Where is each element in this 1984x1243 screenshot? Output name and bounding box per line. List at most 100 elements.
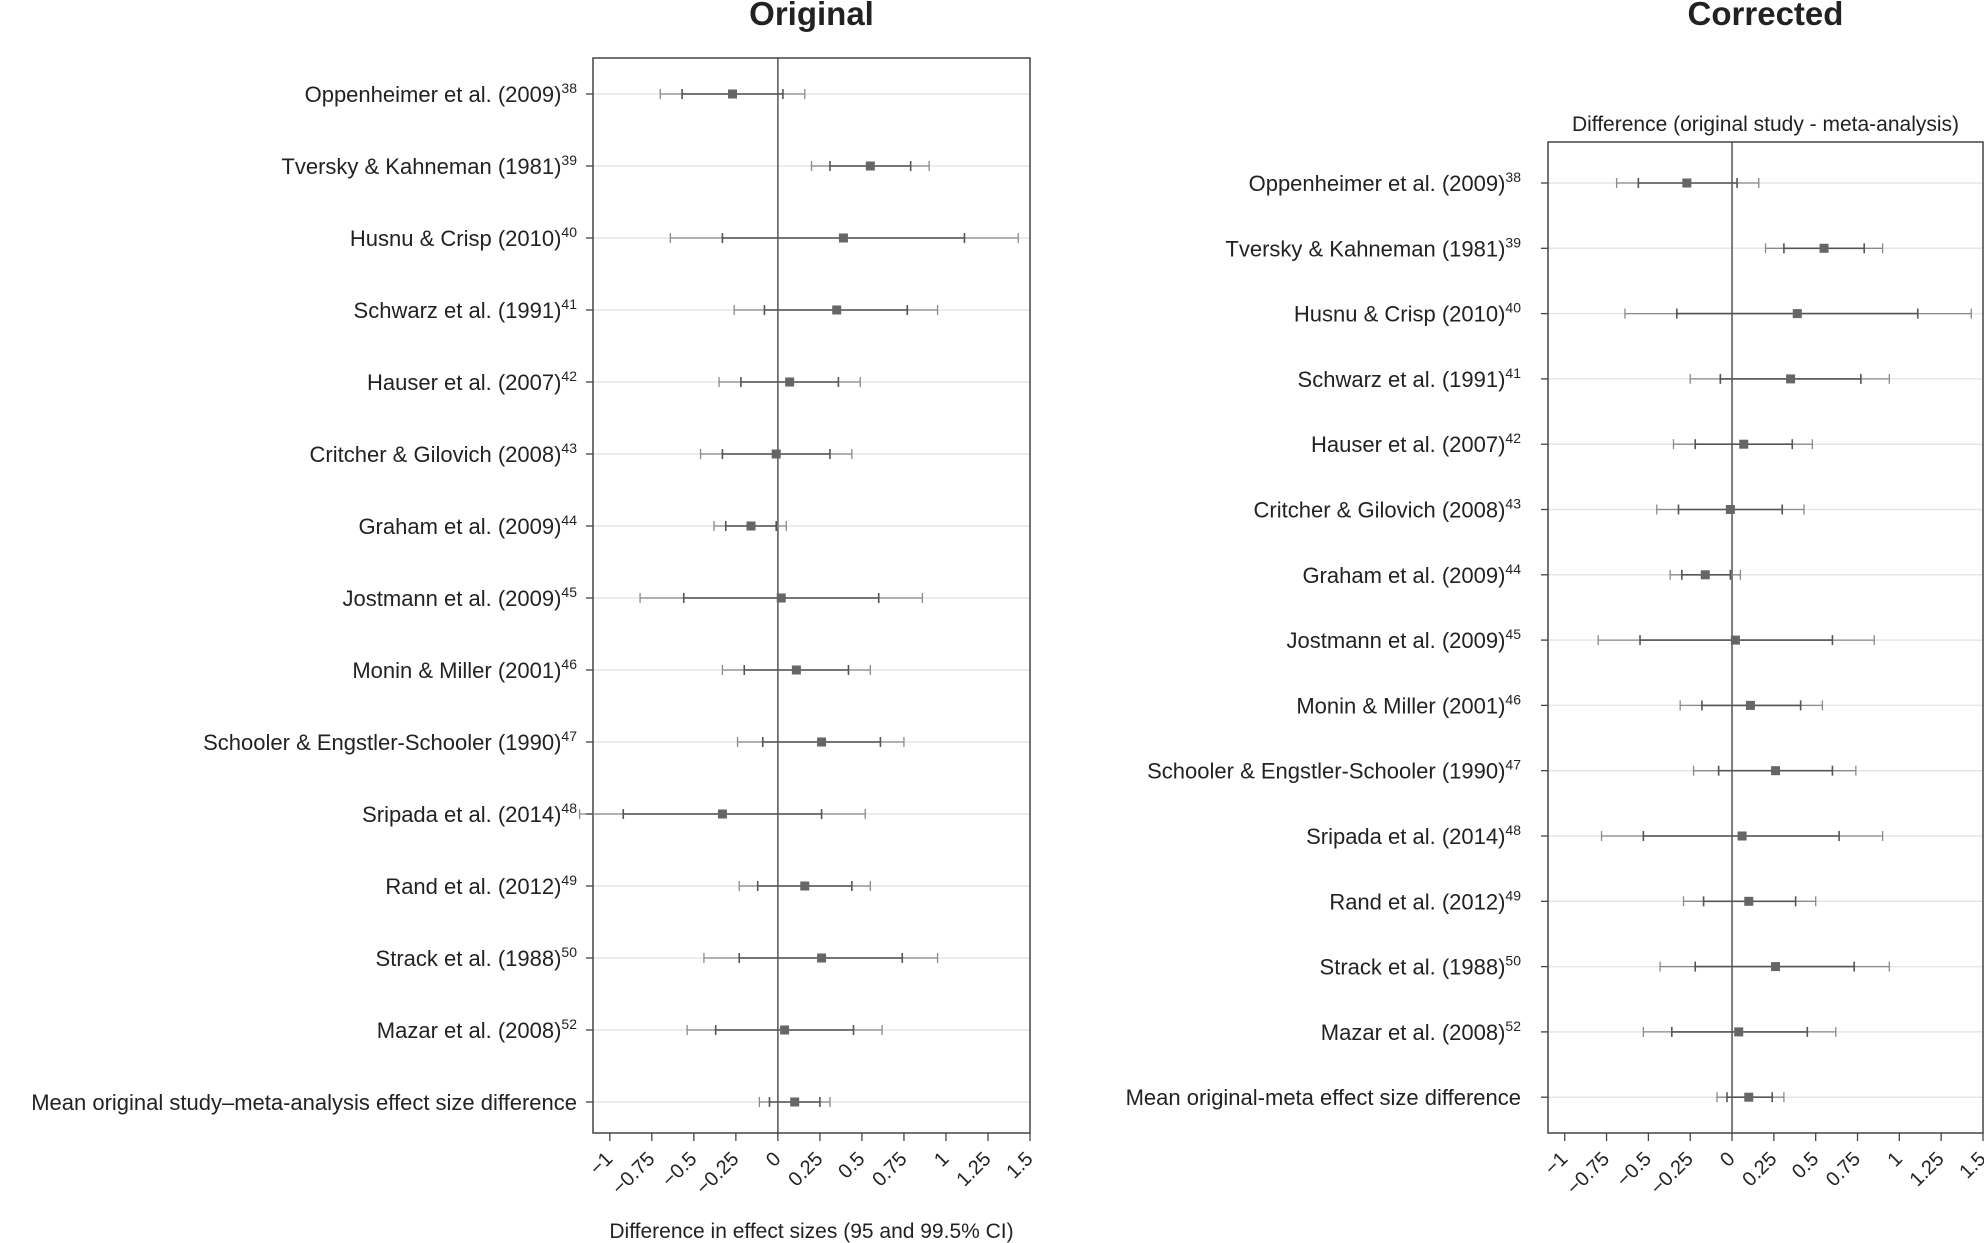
study-row: Schooler & Engstler-Schooler (1990)47 bbox=[1147, 757, 1857, 784]
point-estimate bbox=[1737, 831, 1747, 841]
point-estimate bbox=[865, 161, 875, 171]
study-row: Schooler & Engstler-Schooler (1990)47 bbox=[203, 728, 905, 755]
point-estimate bbox=[780, 1025, 790, 1035]
x-tick-label: 0.5 bbox=[834, 1148, 869, 1183]
study-label: Husnu & Crisp (2010)40 bbox=[1294, 300, 1521, 327]
point-estimate bbox=[832, 305, 842, 315]
study-label: Sripada et al. (2014)48 bbox=[1306, 822, 1521, 849]
point-estimate bbox=[771, 449, 781, 459]
study-row: Jostmann et al. (2009)45 bbox=[343, 584, 924, 611]
study-row: Oppenheimer et al. (2009)38 bbox=[305, 80, 806, 107]
study-label: Strack et al. (1988)50 bbox=[1320, 953, 1522, 980]
point-estimate bbox=[746, 521, 756, 531]
study-row: Husnu & Crisp (2010)40 bbox=[350, 224, 1019, 251]
study-label: Strack et al. (1988)50 bbox=[376, 944, 578, 971]
panel-original: Original Oppenheimer et al. (2009)38 Tvers… bbox=[31, 0, 1037, 1243]
study-row: Tversky & Kahneman (1981)39 bbox=[281, 152, 930, 179]
plot-frame bbox=[592, 57, 1031, 1134]
study-label: Monin & Miller (2001)46 bbox=[352, 656, 577, 683]
study-label: Schooler & Engstler-Schooler (1990)47 bbox=[203, 728, 577, 755]
study-row: Tversky & Kahneman (1981)39 bbox=[1225, 234, 1884, 261]
study-label: Jostmann et al. (2009)45 bbox=[1287, 626, 1522, 653]
study-label: Husnu & Crisp (2010)40 bbox=[350, 224, 577, 251]
study-label: Schwarz et al. (1991)41 bbox=[1298, 365, 1522, 392]
point-estimate bbox=[1730, 635, 1740, 645]
x-tick-label: 0.5 bbox=[1788, 1148, 1823, 1183]
x-tick-label: −0.75 bbox=[608, 1148, 659, 1199]
study-label: Mean original-meta effect size differenc… bbox=[1126, 1085, 1521, 1110]
x-tick-label: 0 bbox=[1716, 1148, 1739, 1171]
study-row: Graham et al. (2009)44 bbox=[358, 512, 787, 539]
point-estimate bbox=[1745, 700, 1755, 710]
study-label: Critcher & Gilovich (2008)43 bbox=[1254, 496, 1522, 523]
study-row: Hauser et al. (2007)42 bbox=[1311, 430, 1813, 457]
study-row: Schwarz et al. (1991)41 bbox=[1298, 365, 1890, 392]
study-label: Mazar et al. (2008)52 bbox=[1321, 1018, 1521, 1045]
x-tick-label: 1 bbox=[930, 1148, 953, 1171]
study-row: Monin & Miller (2001)46 bbox=[1296, 691, 1824, 718]
study-row: Mean original study–meta-analysis effect… bbox=[31, 1090, 831, 1115]
point-estimate bbox=[1734, 1027, 1744, 1037]
point-estimate bbox=[1792, 309, 1802, 319]
point-estimate bbox=[817, 953, 827, 963]
x-tick-label: −0.75 bbox=[1563, 1148, 1614, 1199]
x-tick-label: 1.25 bbox=[1906, 1148, 1949, 1191]
study-label: Rand et al. (2012)49 bbox=[385, 872, 577, 899]
study-label: Jostmann et al. (2009)45 bbox=[343, 584, 578, 611]
point-estimate bbox=[1771, 962, 1781, 972]
study-label: Mean original study–meta-analysis effect… bbox=[31, 1090, 577, 1115]
study-label: Mazar et al. (2008)52 bbox=[377, 1016, 577, 1043]
x-tick-label: 0.75 bbox=[868, 1148, 911, 1191]
panel-title: Original bbox=[749, 0, 874, 32]
study-row: Strack et al. (1988)50 bbox=[376, 944, 939, 971]
study-label: Oppenheimer et al. (2009)38 bbox=[305, 80, 578, 107]
x-tick-label: 0.75 bbox=[1822, 1148, 1865, 1191]
study-row: Critcher & Gilovich (2008)43 bbox=[310, 440, 853, 467]
panel-corrected: Corrected Difference (original study - me… bbox=[1126, 0, 1984, 1199]
point-estimate bbox=[791, 665, 801, 675]
x-axis-label: Difference in effect sizes (95 and 99.5%… bbox=[609, 1220, 1013, 1243]
point-estimate bbox=[728, 89, 738, 99]
study-label: Hauser et al. (2007)42 bbox=[367, 368, 577, 395]
study-label: Hauser et al. (2007)42 bbox=[1311, 430, 1521, 457]
study-label: Tversky & Kahneman (1981)39 bbox=[281, 152, 577, 179]
study-row: Jostmann et al. (2009)45 bbox=[1287, 626, 1875, 653]
x-tick-label: 0.25 bbox=[784, 1148, 827, 1191]
point-estimate bbox=[1725, 505, 1735, 514]
panel-subtitle: Difference (original study - meta-analys… bbox=[1572, 113, 1959, 136]
point-estimate bbox=[785, 377, 795, 387]
study-label: Schwarz et al. (1991)41 bbox=[354, 296, 578, 323]
point-estimate bbox=[1700, 570, 1710, 580]
point-estimate bbox=[1771, 766, 1781, 776]
study-label: Schooler & Engstler-Schooler (1990)47 bbox=[1147, 757, 1521, 784]
study-label: Rand et al. (2012)49 bbox=[1329, 887, 1521, 914]
point-estimate bbox=[1786, 374, 1796, 384]
study-row: Sripada et al. (2014)48 bbox=[1306, 822, 1884, 849]
study-row: Rand et al. (2012)49 bbox=[385, 872, 871, 899]
x-tick-label: 1.5 bbox=[1002, 1148, 1037, 1183]
x-tick-label: 1.25 bbox=[952, 1148, 995, 1191]
study-row: Mazar et al. (2008)52 bbox=[377, 1016, 883, 1043]
x-tick-label: −0.25 bbox=[692, 1148, 743, 1199]
panel-title: Corrected bbox=[1688, 0, 1844, 32]
study-row: Mean original-meta effect size differenc… bbox=[1126, 1085, 1785, 1110]
study-label: Monin & Miller (2001)46 bbox=[1296, 691, 1521, 718]
x-tick-label: −0.25 bbox=[1646, 1148, 1697, 1199]
study-row: Critcher & Gilovich (2008)43 bbox=[1254, 496, 1805, 523]
study-label: Graham et al. (2009)44 bbox=[1302, 561, 1521, 588]
point-estimate bbox=[717, 809, 727, 819]
study-label: Graham et al. (2009)44 bbox=[358, 512, 577, 539]
study-row: Strack et al. (1988)50 bbox=[1320, 953, 1890, 980]
point-estimate bbox=[838, 233, 848, 243]
point-estimate bbox=[1744, 896, 1754, 906]
point-estimate bbox=[1682, 178, 1692, 188]
x-tick-label: 0 bbox=[762, 1148, 785, 1171]
study-row: Husnu & Crisp (2010)40 bbox=[1294, 300, 1972, 327]
study-label: Critcher & Gilovich (2008)43 bbox=[310, 440, 578, 467]
study-label: Tversky & Kahneman (1981)39 bbox=[1225, 234, 1521, 261]
point-estimate bbox=[790, 1097, 800, 1107]
point-estimate bbox=[1819, 243, 1829, 253]
study-row: Hauser et al. (2007)42 bbox=[367, 368, 861, 395]
x-tick-label: −1 bbox=[586, 1148, 618, 1180]
